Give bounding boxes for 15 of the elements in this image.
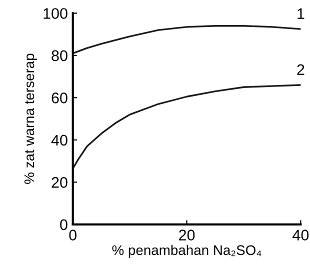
y-tick-label: 80 <box>52 50 68 62</box>
series-label: 2 <box>297 64 304 75</box>
x-tick-label: 20 <box>179 230 195 240</box>
x-tick-label: 0 <box>69 230 76 240</box>
y-tick-label: 100 <box>44 8 68 19</box>
y-tick-label: 20 <box>52 177 68 188</box>
y-tick-label: 40 <box>51 134 68 146</box>
x-axis-title: % penambahan Na₂SO₄ <box>112 244 262 258</box>
y-tick-label: 0 <box>60 219 68 230</box>
x-tick-label: 40 <box>292 230 309 240</box>
y-axis-title: % zat warna terserap <box>24 54 37 184</box>
series-label: 1 <box>298 8 304 19</box>
line-series <box>72 25 301 54</box>
y-tick-label: 60 <box>52 92 68 104</box>
line-series <box>72 84 301 170</box>
